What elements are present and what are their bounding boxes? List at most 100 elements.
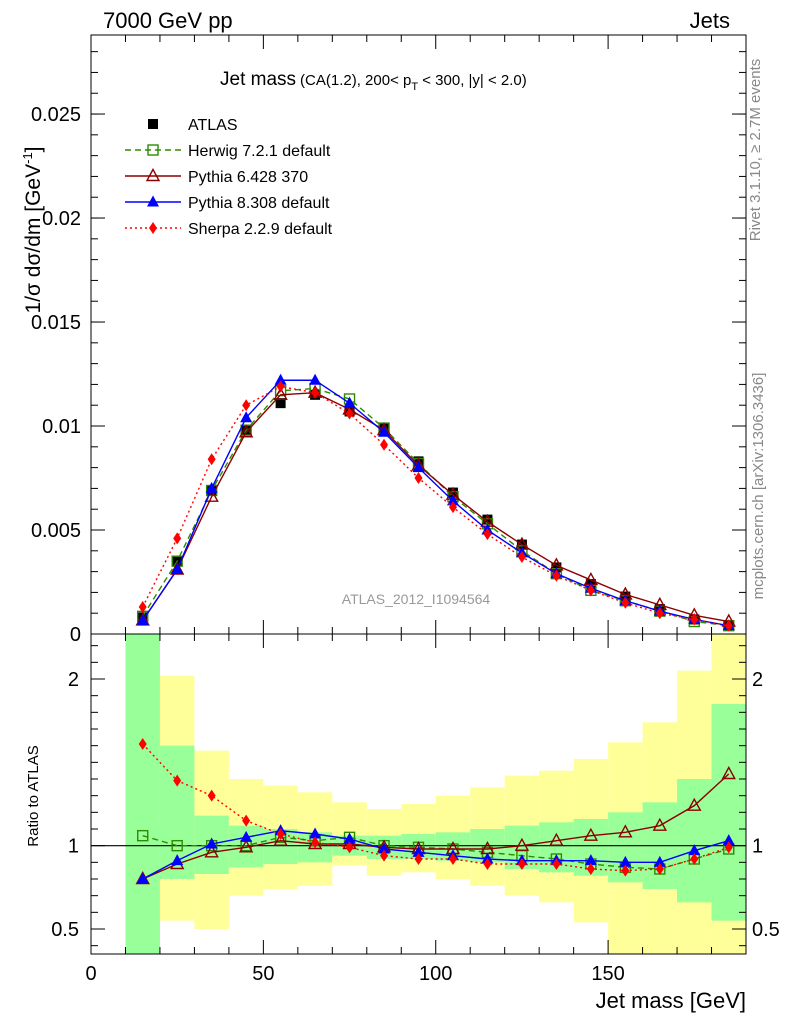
x-tick-label: 50 bbox=[252, 963, 274, 985]
ratio-y-tick-label: 2 bbox=[68, 669, 79, 691]
main-series-3-point bbox=[171, 563, 184, 575]
x-tick-label: 150 bbox=[591, 963, 624, 985]
ratio-series-3-point bbox=[414, 853, 423, 865]
main-series-4-point bbox=[380, 438, 389, 451]
ratio-series-2-point bbox=[309, 827, 322, 839]
main-series-2 bbox=[135, 384, 736, 627]
mcplots-label: mcplots.cern.ch [arXiv:1306.3436] bbox=[750, 373, 767, 600]
main-y-tick-label: 0.015 bbox=[31, 312, 81, 334]
x-tick-label: 100 bbox=[419, 963, 452, 985]
main-series-4-point bbox=[173, 532, 182, 545]
ratio-series-3-point bbox=[483, 858, 492, 870]
ratio-series-3-point bbox=[552, 858, 561, 870]
legend-item-1-label: Herwig 7.2.1 default bbox=[188, 143, 331, 160]
legend-item-4-marker bbox=[149, 222, 157, 234]
main-ylabel-group: 1/σ dσ/dm [GeV-1] bbox=[20, 146, 45, 313]
main-series-3-point bbox=[309, 373, 322, 385]
main-ylabel: 1/σ dσ/dm [GeV bbox=[22, 164, 45, 314]
main-series-2-point bbox=[273, 386, 288, 401]
main-y-tick-label: 0.005 bbox=[31, 520, 81, 542]
ratio-series-2-point bbox=[240, 830, 253, 842]
main-series-3-point bbox=[205, 481, 218, 493]
ratio-series-2-point bbox=[619, 855, 632, 867]
header-right: Jets bbox=[690, 8, 730, 33]
main-series-3-point bbox=[274, 373, 287, 385]
legend-item-4: Sherpa 2.2.9 default bbox=[125, 221, 333, 238]
legend-item-0-label: ATLAS bbox=[188, 117, 238, 134]
ratio-series-2-point bbox=[205, 837, 218, 849]
ratio-series-3-point bbox=[207, 789, 216, 802]
main-plot-area bbox=[91, 35, 746, 634]
legend-item-3-label: Pythia 8.308 default bbox=[188, 195, 330, 212]
ratio-series-2-point bbox=[653, 855, 666, 867]
ratio-y-tick-label: 0.5 bbox=[51, 919, 79, 941]
main-ylabel-sup: -1 bbox=[20, 152, 35, 164]
chart-subtitle-a: (CA(1.2), 200< p bbox=[300, 72, 411, 89]
legend-item-2-label: Pythia 6.428 370 bbox=[188, 169, 308, 186]
ratio-series-1-point bbox=[238, 839, 254, 853]
ratio-series-3-line bbox=[142, 743, 729, 872]
ratio-frame bbox=[90, 633, 747, 955]
ratio-series-1-point bbox=[618, 824, 633, 838]
ratio-series-2-point bbox=[412, 845, 425, 857]
ratio-series-3-point bbox=[380, 849, 389, 862]
ratio-uncertainty-bands bbox=[91, 634, 746, 954]
main-series-3-point bbox=[378, 425, 391, 437]
ratio-series-3-point bbox=[621, 864, 630, 877]
ratio-series-2-point bbox=[688, 844, 701, 856]
ratio-series-1-point bbox=[204, 844, 219, 858]
legend-item-2: Pythia 6.428 370 bbox=[125, 168, 308, 186]
main-y-tick-label: 0.01 bbox=[42, 416, 81, 438]
main-panel-background bbox=[91, 35, 746, 634]
ratio-inner-band-bin bbox=[677, 779, 712, 903]
main-series-4-point bbox=[448, 501, 457, 514]
svg-text:Jet mass(CA(1.2), 200< pT < 30: Jet mass (CA(1.2), 200< pT < 300, |y| < 2… bbox=[220, 69, 527, 93]
ratio-series-1-point bbox=[583, 827, 599, 841]
ratio-series-1-point bbox=[652, 817, 667, 831]
ratio-series-3-point bbox=[448, 853, 457, 865]
main-series-4-point bbox=[724, 619, 733, 632]
chart-subtitle-b: < 300, |y| < 2.0) bbox=[418, 72, 527, 89]
legend-item-1: Herwig 7.2.1 default bbox=[125, 143, 331, 160]
chart-title: Jet mass bbox=[220, 69, 296, 90]
main-y-tick-label: 0 bbox=[70, 624, 81, 646]
ratio-series-0-line bbox=[142, 834, 729, 870]
main-series-3-point bbox=[240, 411, 253, 423]
x-tick-label: 0 bbox=[85, 963, 96, 985]
main-y-tick-label: 0.02 bbox=[42, 208, 81, 230]
ratio-series-2-line bbox=[142, 829, 729, 880]
main-series-3-point bbox=[446, 494, 459, 506]
main-series-4-point bbox=[517, 551, 526, 564]
x-axis-label: Jet mass [GeV] bbox=[596, 988, 746, 1013]
ratio-series-1-point bbox=[687, 797, 702, 811]
main-ylabel-close: ] bbox=[22, 146, 45, 152]
legend-item-0: ATLAS bbox=[148, 117, 238, 134]
ratio-series-3-point bbox=[138, 738, 147, 750]
ratio-series-1-point bbox=[549, 832, 564, 846]
ratio-series-2-point bbox=[584, 854, 597, 866]
ratio-y-tick-label-right: 1 bbox=[752, 836, 763, 858]
main-series-4-point bbox=[586, 584, 595, 597]
main-series-0-point bbox=[447, 487, 458, 498]
main-axes: 0 0.005 0.01 0.015 0.02 0.025 bbox=[31, 34, 747, 646]
main-series-0-point bbox=[482, 514, 493, 525]
ratio-series-2 bbox=[136, 824, 735, 884]
legend-item-3-marker bbox=[147, 195, 159, 207]
ratio-series-3-point bbox=[242, 814, 251, 827]
main-series-3-point bbox=[136, 613, 149, 625]
main-series-3-point bbox=[343, 396, 356, 408]
ratio-series-3 bbox=[138, 738, 733, 877]
ratio-series-2-point bbox=[343, 832, 356, 844]
chart-subtitle-sub: T bbox=[411, 81, 418, 93]
legend-item-0-marker bbox=[148, 119, 158, 129]
ratio-ylabel: Ratio to ATLAS bbox=[25, 745, 42, 846]
legend-item-4-label: Sherpa 2.2.9 default bbox=[188, 221, 333, 238]
ratio-series-1-point bbox=[721, 766, 736, 780]
main-series-4-point bbox=[621, 596, 630, 609]
ratio-series-2-point bbox=[378, 842, 391, 854]
ratio-series-3-point bbox=[517, 858, 526, 870]
ratio-series-3-point bbox=[690, 853, 699, 865]
main-series-0-point bbox=[275, 398, 286, 409]
ratio-inner-band-bin bbox=[125, 634, 160, 954]
